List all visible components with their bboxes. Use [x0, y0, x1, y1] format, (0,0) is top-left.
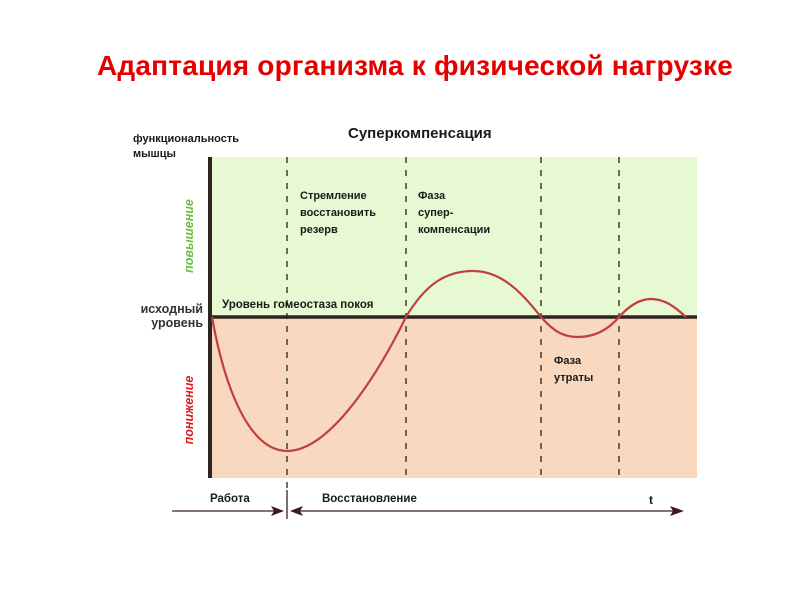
phase-restore-line3: резерв	[300, 224, 338, 236]
phase-restore-line2: восстановить	[300, 207, 376, 219]
zone-down-label: понижение	[182, 376, 196, 445]
timeline: Работа Восстановление t	[172, 490, 684, 519]
work-arrowhead-icon	[271, 506, 284, 516]
baseline-label-line2: уровень	[151, 316, 203, 330]
phase-super-line1: Фаза	[418, 190, 446, 202]
phase-loss-line1: Фаза	[554, 355, 582, 367]
baseline-label-line1: исходный	[141, 302, 203, 316]
page-title: Адаптация организма к физической нагрузк…	[97, 50, 733, 81]
increase-zone	[210, 157, 697, 317]
y-axis-label-line1: функциональность	[133, 133, 239, 145]
recovery-label: Восстановление	[322, 493, 417, 505]
phase-super-line3: компенсации	[418, 224, 490, 236]
time-label: t	[649, 493, 653, 507]
time-arrowhead-icon	[670, 506, 684, 516]
work-label: Работа	[210, 493, 250, 505]
homeostasis-label: Уровень гомеостаза покоя	[222, 299, 373, 311]
zone-up-label: повышение	[182, 199, 196, 273]
subtitle: Суперкомпенсация	[348, 125, 492, 142]
y-axis-label-line2: мышцы	[133, 148, 176, 160]
phase-super-line2: супер-	[418, 207, 454, 219]
functionality-curve	[210, 269, 687, 453]
decrease-zone	[210, 317, 697, 478]
phase-restore-line1: Стремление	[300, 190, 367, 202]
phase-loss-line2: утраты	[554, 372, 593, 384]
